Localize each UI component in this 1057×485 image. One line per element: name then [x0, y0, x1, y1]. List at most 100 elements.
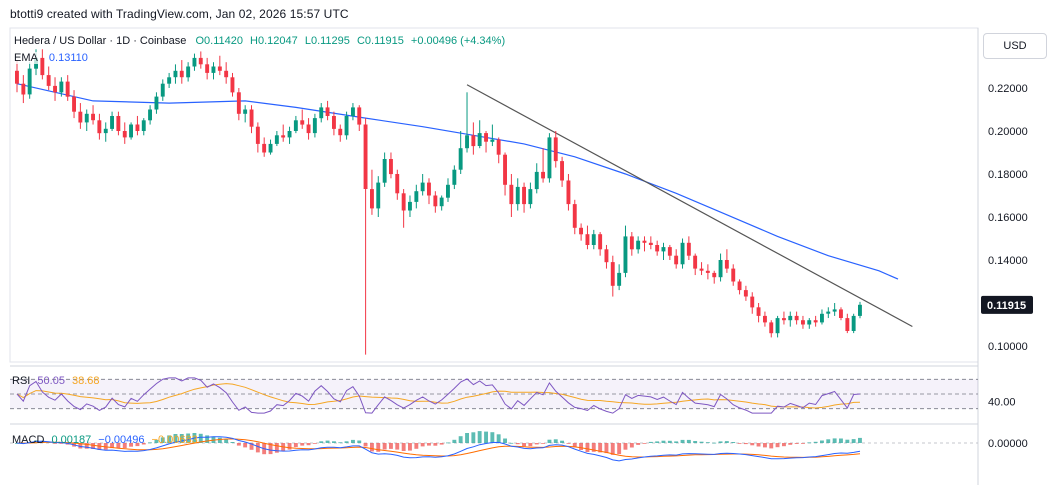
candle-body [553, 137, 558, 162]
candle [236, 88, 241, 121]
macd-histogram-bar [579, 443, 583, 450]
candle-body [769, 322, 774, 334]
macd-signal-line [16, 438, 861, 458]
price-tick-label: 0.16000 [988, 212, 1028, 224]
candle-body [636, 240, 641, 250]
candle [72, 90, 76, 119]
candle-body [78, 111, 83, 123]
macd-histogram-bar [458, 436, 463, 443]
candle-body [851, 315, 856, 331]
candle-body [743, 290, 748, 297]
candle-body [116, 116, 121, 131]
price-pane-border [9, 27, 979, 363]
candle-body [148, 109, 152, 121]
candle-body [845, 318, 850, 331]
macd-histogram-bar [363, 443, 368, 447]
candle [344, 111, 349, 140]
macd-histogram-bar [801, 443, 805, 444]
candle [357, 105, 362, 131]
candle-body [515, 186, 520, 205]
candle [401, 189, 406, 228]
candle [40, 49, 45, 80]
macd-histogram-bar [427, 443, 431, 446]
candle [591, 229, 596, 250]
macd-histogram-bar [553, 439, 558, 443]
candle-body [103, 128, 108, 134]
candle [515, 178, 520, 211]
symbol-title[interactable]: Hedera / US Dollar · 1D · Coinbase [12, 35, 189, 47]
candle-body [382, 159, 387, 183]
candle [528, 182, 533, 209]
price-tick-label: 0.20000 [988, 126, 1028, 138]
candle-body [154, 96, 159, 110]
macd-histogram-bar [414, 443, 419, 449]
candle [135, 115, 140, 136]
macd-histogram-bar [610, 443, 615, 455]
macd-histogram-bar [53, 443, 57, 444]
candle [471, 122, 476, 155]
macd-histogram-bar [572, 443, 577, 448]
ema-label: EMA [12, 52, 40, 64]
candle [731, 264, 736, 286]
macd-histogram-bar [750, 443, 755, 446]
candle-body [547, 137, 552, 179]
candle [116, 111, 121, 136]
macd-histogram-bar [325, 440, 330, 443]
candle-body [344, 116, 349, 136]
macd-histogram-bar [528, 443, 533, 447]
candle [718, 253, 723, 282]
candle [610, 255, 615, 297]
candle-body [325, 107, 330, 116]
macd-histogram-bar [167, 435, 172, 443]
candle-body [110, 116, 114, 129]
candle-body [820, 313, 824, 323]
candle-body [84, 113, 89, 123]
candle [217, 55, 222, 76]
macd-value: 0.00187 [51, 434, 92, 446]
macd-histogram-bar [376, 443, 381, 452]
candle-body [465, 135, 469, 149]
candle [148, 105, 152, 125]
macd-histogram-bar [686, 439, 691, 443]
macd-histogram-bar [496, 434, 501, 443]
macd-legend[interactable]: MACD 0.00187 −0.00496 −0.00683 [12, 434, 202, 446]
candle-body [312, 118, 317, 134]
macd-histogram-bar [788, 443, 793, 445]
macd-histogram-bar [84, 443, 89, 449]
rsi-legend[interactable]: RSI 50.05 38.68 [12, 375, 104, 387]
candle-body [458, 148, 463, 170]
candle [319, 103, 324, 123]
macd-histogram-bar [813, 441, 818, 443]
candle [629, 232, 634, 256]
macd-histogram-bar [351, 439, 355, 443]
price-tick-label: 0.18000 [988, 169, 1028, 181]
macd-histogram-bar [705, 442, 710, 443]
macd-histogram-bar [623, 443, 628, 450]
macd-histogram-bar [357, 440, 362, 443]
macd-histogram-bar [217, 437, 222, 443]
macd-histogram-bar [370, 443, 374, 452]
candle [522, 182, 526, 213]
macd-histogram-bar [718, 441, 723, 443]
currency-selector[interactable]: USD [983, 33, 1047, 59]
macd-histogram-bar [319, 441, 324, 443]
macd-histogram-bar [186, 433, 191, 443]
candle-body [40, 57, 45, 76]
macd-histogram-bar [820, 440, 824, 443]
candle [274, 131, 279, 147]
candle [788, 311, 793, 327]
ema-legend[interactable]: EMA 0.13110 [12, 52, 94, 64]
candle [224, 62, 229, 84]
candle-body [712, 272, 717, 278]
candle [154, 92, 159, 114]
macd-histogram-bar [763, 443, 767, 448]
candle [103, 122, 108, 142]
candle-body [674, 255, 679, 265]
candle-body [446, 184, 450, 198]
macd-histogram-bar [78, 443, 83, 449]
macd-histogram-bar [230, 442, 235, 443]
candle-body [293, 120, 298, 131]
candle-body [389, 159, 393, 175]
candle [325, 100, 330, 121]
